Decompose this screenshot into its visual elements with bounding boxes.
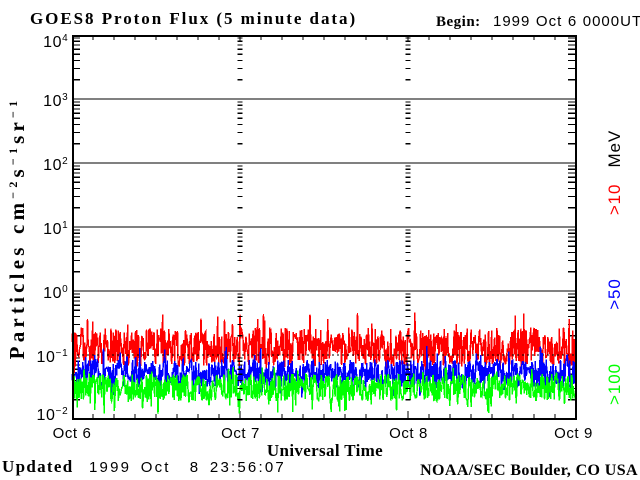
svg-text:Universal Time: Universal Time — [267, 441, 383, 460]
svg-text:>100: >100 — [605, 363, 624, 405]
svg-text:100: 100 — [43, 284, 68, 302]
svg-text:Updated: Updated — [2, 457, 73, 476]
svg-text:>50: >50 — [605, 278, 624, 310]
svg-text:Oct 9: Oct 9 — [554, 425, 593, 442]
svg-text:101: 101 — [43, 220, 68, 238]
svg-text:Oct 6: Oct 6 — [53, 425, 92, 442]
svg-text:Oct 8: Oct 8 — [389, 425, 428, 442]
svg-text:1999 Oct 8 23:56:07: 1999 Oct 8 23:56:07 — [89, 459, 286, 476]
svg-text:103: 103 — [43, 92, 68, 110]
svg-text:Particles cm−2s−1sr−1: Particles cm−2s−1sr−1 — [5, 97, 29, 360]
svg-text:104: 104 — [43, 33, 68, 51]
svg-text:GOES8 Proton Flux (5 minute da: GOES8 Proton Flux (5 minute data) — [30, 9, 357, 28]
svg-text:Begin:: Begin: — [436, 14, 481, 30]
svg-text:NOAA/SEC Boulder, CO USA: NOAA/SEC Boulder, CO USA — [420, 462, 638, 479]
svg-text:102: 102 — [43, 156, 68, 174]
svg-text:1999 Oct 6 0000UT: 1999 Oct 6 0000UT — [493, 13, 640, 30]
svg-text:>10 MeV: >10 MeV — [605, 130, 624, 215]
svg-text:Oct 7: Oct 7 — [221, 425, 260, 442]
